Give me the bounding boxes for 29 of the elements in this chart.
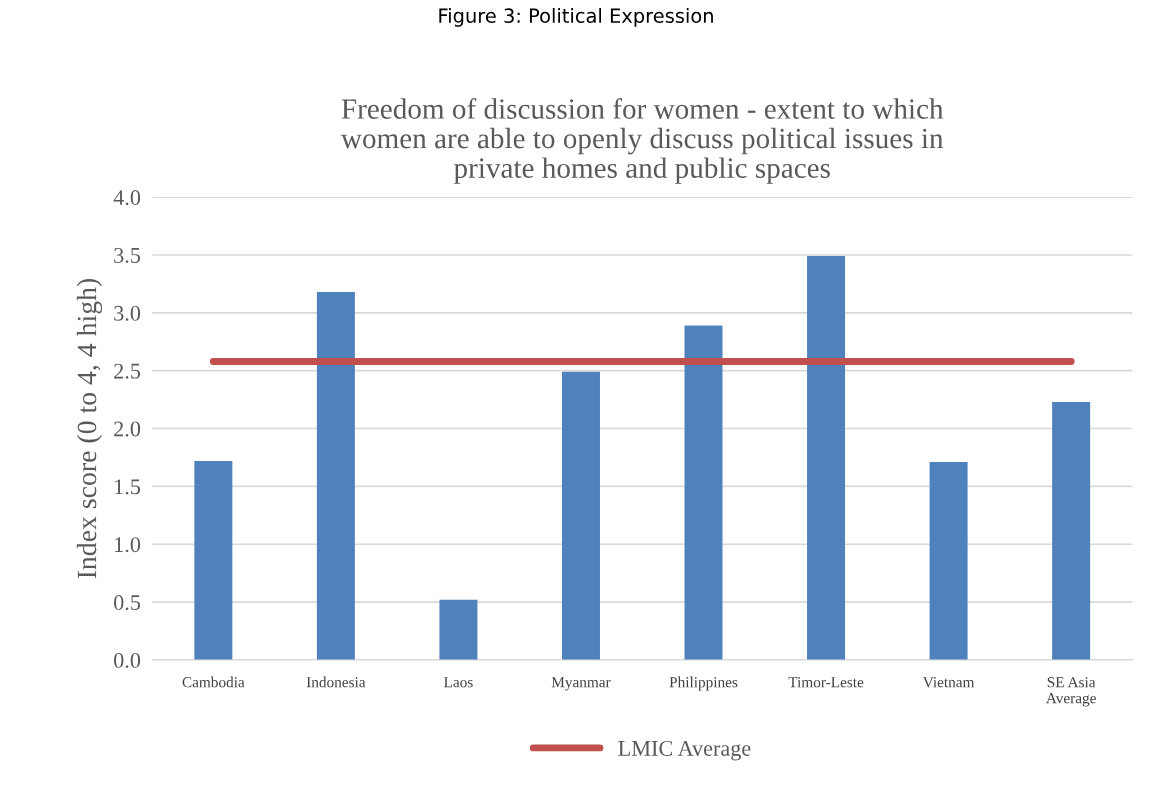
caption: Figure 3: Political Expression	[439, 7, 713, 27]
bar	[929, 462, 968, 660]
y-axis-title: Index score (0 to 4, 4 high)	[76, 278, 103, 579]
bar	[684, 325, 723, 660]
bar	[194, 460, 233, 660]
bar	[316, 291, 355, 660]
y-tick-label: 4.0	[113, 190, 141, 206]
bar	[1052, 401, 1091, 660]
x-tick-label: Myanmar	[551, 677, 611, 691]
x-tick-label: SE Asia Average	[1045, 677, 1096, 707]
chart-title: Freedom of discussion for women - extent to which women are able to openly discuss political issues in private homes and public spaces	[340, 98, 944, 184]
y-tick-label: 3.0	[114, 305, 141, 321]
x-tick-label: Philippines	[669, 676, 738, 691]
y-tick-label: 2.0	[114, 421, 141, 437]
y-tick-label: 0.5	[114, 595, 141, 611]
x-tick-label: Laos	[444, 677, 473, 688]
y-tick-label: 1.0	[115, 537, 141, 553]
y-tick-label: 0.0	[114, 652, 141, 668]
y-tick-label: 1.5	[115, 479, 141, 495]
bar	[439, 599, 478, 660]
x-tick-label: Cambodia	[182, 676, 245, 688]
x-tick-label: Indonesia	[306, 676, 366, 688]
bar	[807, 256, 846, 660]
y-tick-label: 2.5	[114, 363, 141, 379]
x-tick-label: Vietnam	[922, 677, 975, 688]
y-tick-label: 3.5	[114, 247, 141, 263]
bar	[561, 371, 600, 660]
x-tick-label: Timor-Leste	[788, 677, 864, 688]
legend-label: LMIC Average	[618, 740, 751, 761]
